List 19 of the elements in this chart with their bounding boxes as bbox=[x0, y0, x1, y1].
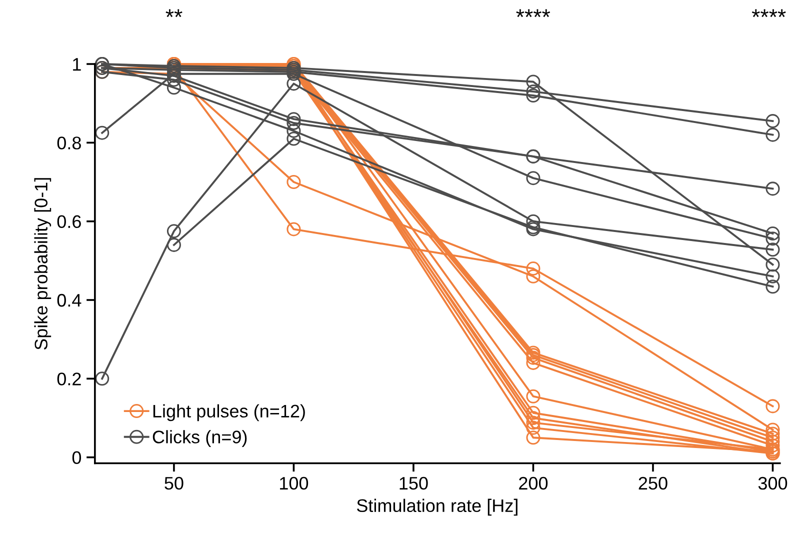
y-tick-label: 0.8 bbox=[57, 136, 81, 150]
x-tick-label: 300 bbox=[758, 476, 788, 490]
y-tick-label: 0.2 bbox=[57, 372, 81, 386]
text: **** bbox=[516, 9, 550, 18]
text: ** bbox=[166, 9, 182, 18]
text: **** bbox=[752, 9, 786, 18]
x-tick-label: 150 bbox=[400, 476, 428, 490]
x-tick-label: 100 bbox=[280, 476, 308, 490]
y-tick-label: 0 bbox=[72, 451, 82, 464]
legend-label: Clicks (n=9) bbox=[152, 430, 247, 447]
x-tick-label: 50 bbox=[164, 476, 184, 490]
y-tick-label: 0.6 bbox=[57, 215, 81, 228]
x-axis-title: Stimulation rate [Hz] bbox=[356, 498, 518, 516]
x-tick-label: 200 bbox=[519, 476, 548, 490]
legend-label: Light pulses (n=12) bbox=[153, 404, 305, 422]
y-tick-label: 1 bbox=[73, 58, 81, 71]
x-tick-label: 250 bbox=[638, 476, 668, 490]
y-axis-title: Spike probability [0-1] bbox=[34, 178, 52, 350]
y-tick-label: 0.4 bbox=[57, 294, 82, 307]
